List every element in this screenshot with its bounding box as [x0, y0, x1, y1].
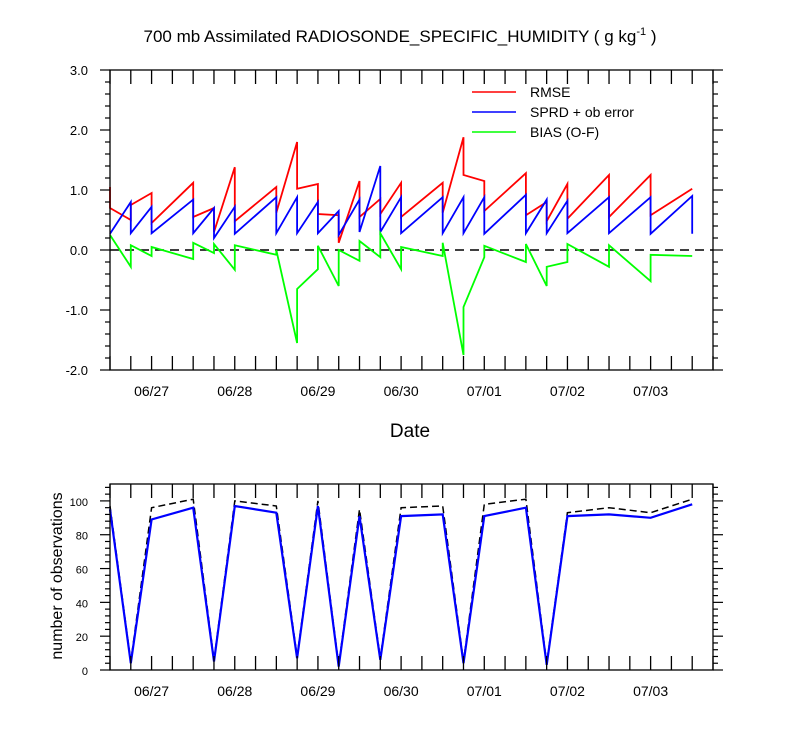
top-x-tick-label: 06/29 — [300, 383, 335, 399]
chart-title: 700 mb Assimilated RADIOSONDE_SPECIFIC_H… — [144, 26, 657, 46]
top-x-tick-label: 07/01 — [467, 383, 502, 399]
bottom-x-tick-label: 06/28 — [217, 683, 252, 699]
top-y-tick-label: 0.0 — [70, 243, 88, 258]
bottom-x-tick-label: 07/03 — [633, 683, 668, 699]
top-y-tick-label: 3.0 — [70, 63, 88, 78]
chart-title-superscript: -1 — [636, 26, 646, 38]
bottom-x-tick-label: 06/29 — [300, 683, 335, 699]
bottom-y-tick-label: 100 — [70, 497, 88, 509]
legend-label-rmse: RMSE — [530, 84, 570, 100]
bottom-x-tick-label: 06/30 — [384, 683, 419, 699]
bottom-x-tick-label: 07/01 — [467, 683, 502, 699]
bottom-y-tick-label: 60 — [76, 565, 88, 577]
bottom-x-tick-label: 06/27 — [134, 683, 169, 699]
series-line-sprd-ob-error — [109, 165, 694, 241]
top-y-tick-label: -2.0 — [66, 363, 88, 378]
top-x-tick-label: 07/02 — [550, 383, 585, 399]
bottom-x-tick-label: 07/02 — [550, 683, 585, 699]
y-axis-label-observations: number of observations — [49, 492, 66, 659]
bottom-y-tick-label: 80 — [76, 531, 88, 543]
top-x-tick-label: 07/03 — [633, 383, 668, 399]
bottom-y-tick-label: 20 — [76, 632, 88, 644]
obs-line-used — [108, 503, 693, 667]
bottom-panel: 06/27 06/28 06/29 06/30 07/01 07/02 07/03 0 20 40… — [49, 483, 723, 699]
top-y-tick-label: 1.0 — [70, 183, 88, 198]
chart-title-main: 700 mb Assimilated RADIOSONDE_SPECIFIC_H… — [144, 27, 637, 46]
legend: RMSE SPRD + ob error BIAS (O-F) — [472, 84, 634, 140]
obs-line-possible — [109, 498, 693, 665]
top-frame — [109, 69, 714, 371]
legend-label-sprd: SPRD + ob error — [530, 104, 634, 120]
legend-label-bias: BIAS (O-F) — [530, 124, 599, 140]
bottom-frame — [109, 483, 714, 671]
bottom-y-tick-label: 40 — [76, 598, 88, 610]
x-axis-label: Date — [390, 421, 430, 442]
top-y-tick-label: 2.0 — [70, 123, 88, 138]
chart-title-end: ) — [646, 27, 656, 46]
top-panel: 06/27 06/28 06/29 06/30 07/01 07/02 07/03 -2.0 -… — [66, 63, 723, 442]
top-x-tick-label: 06/30 — [384, 383, 419, 399]
top-x-tick-label: 06/27 — [134, 383, 169, 399]
top-x-tick-label: 06/28 — [217, 383, 252, 399]
bottom-series-layer — [108, 498, 693, 667]
series-line-bias-o-f- — [109, 229, 693, 356]
bottom-axes: 06/27 06/28 06/29 06/30 07/01 07/02 07/03 0 20 40… — [70, 483, 723, 699]
top-y-tick-label: -1.0 — [66, 303, 88, 318]
top-series-layer — [109, 136, 694, 356]
bottom-y-tick-label: 0 — [82, 666, 88, 678]
top-axes: 06/27 06/28 06/29 06/30 07/01 07/02 07/03 -2.0 -… — [66, 63, 723, 399]
